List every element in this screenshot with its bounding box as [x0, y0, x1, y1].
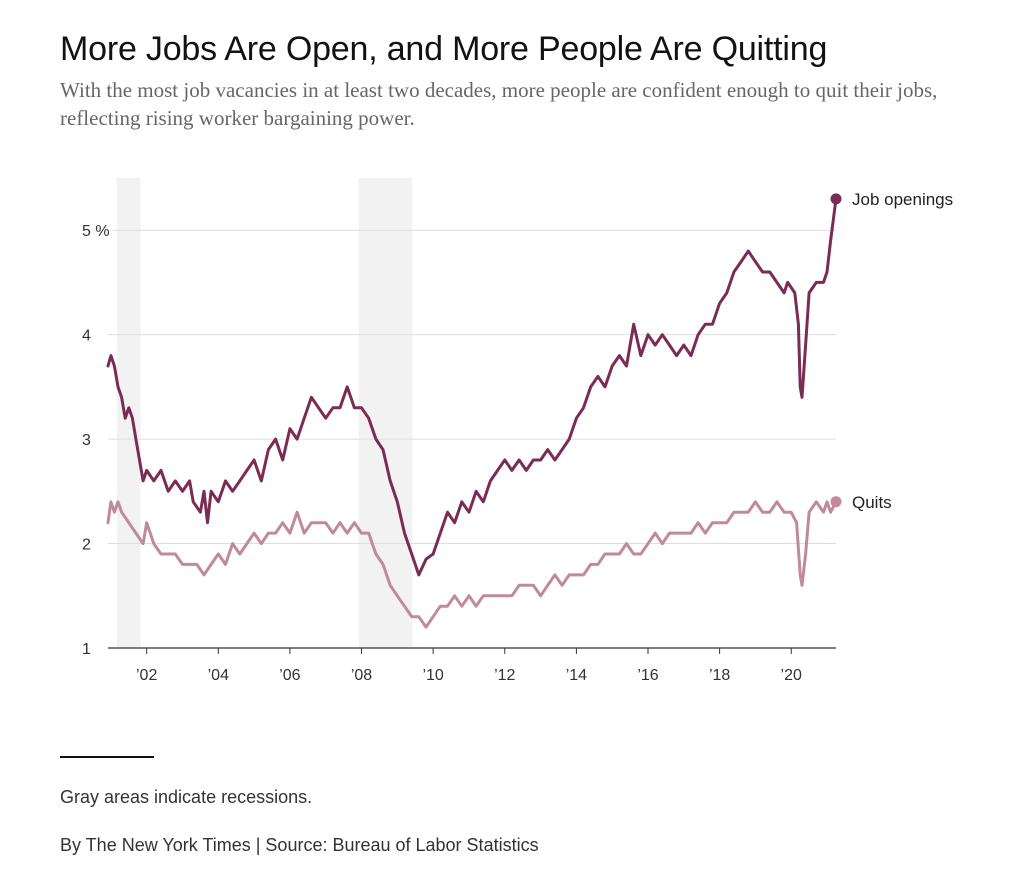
y-tick-label-bg — [79, 327, 94, 345]
x-tick-label: ’02 — [136, 667, 157, 684]
series-lines: Quits Job openings — [106, 190, 953, 629]
x-tick-label: ’10 — [422, 667, 443, 684]
y-tick-label-bg — [79, 432, 94, 450]
series-endpoint-quits — [830, 496, 842, 508]
y-tick-label: 1 — [82, 641, 91, 658]
source-credit: By The New York Times | Source: Bureau o… — [60, 835, 539, 855]
x-tick-label: ’08 — [351, 667, 372, 684]
y-axis-labels: 5 % 4 3 2 1 — [79, 223, 113, 658]
gridlines — [108, 229, 836, 545]
series-label-quits: Quits — [852, 493, 892, 512]
y-tick-label-bg — [79, 536, 94, 554]
y-tick-label: 5 % — [82, 223, 110, 240]
x-tick-label: ’14 — [566, 667, 587, 684]
chart-subtitle: With the most job vacancies in at least … — [60, 78, 938, 130]
y-tick-label-bg — [79, 641, 94, 658]
series-line-quits — [106, 500, 838, 629]
recession-band-1 — [116, 178, 141, 648]
chart-title: More Jobs Are Open, and More People Are … — [60, 30, 828, 68]
series-label-job-openings: Job openings — [852, 190, 953, 209]
recession-bands — [116, 178, 413, 648]
x-tick-label: ’18 — [709, 667, 730, 684]
recession-note: Gray areas indicate recessions. — [60, 787, 313, 807]
series-line-job-openings — [106, 197, 838, 577]
x-tick-label: ’12 — [494, 667, 515, 684]
x-tick-label: ’16 — [637, 667, 658, 684]
x-tick-label: ’20 — [781, 667, 802, 684]
line-chart: 5 % 4 3 2 1 ’02 ’04 ’06 ’08 ’10 ’12 ’14 ’16 ’18 ’20 Q… — [79, 178, 954, 684]
x-tick-label: ’06 — [279, 667, 300, 684]
y-tick-label: 2 — [82, 537, 91, 554]
x-tick-label: ’04 — [208, 667, 229, 684]
y-tick-label-bg — [79, 223, 113, 241]
y-tick-label: 4 — [82, 328, 91, 345]
footer-rule — [60, 756, 154, 758]
series-endpoint-job-openings — [830, 193, 842, 205]
x-axis: ’02 ’04 ’06 ’08 ’10 ’12 ’14 ’16 ’18 ’20 — [108, 647, 836, 684]
y-tick-label: 3 — [82, 432, 91, 449]
